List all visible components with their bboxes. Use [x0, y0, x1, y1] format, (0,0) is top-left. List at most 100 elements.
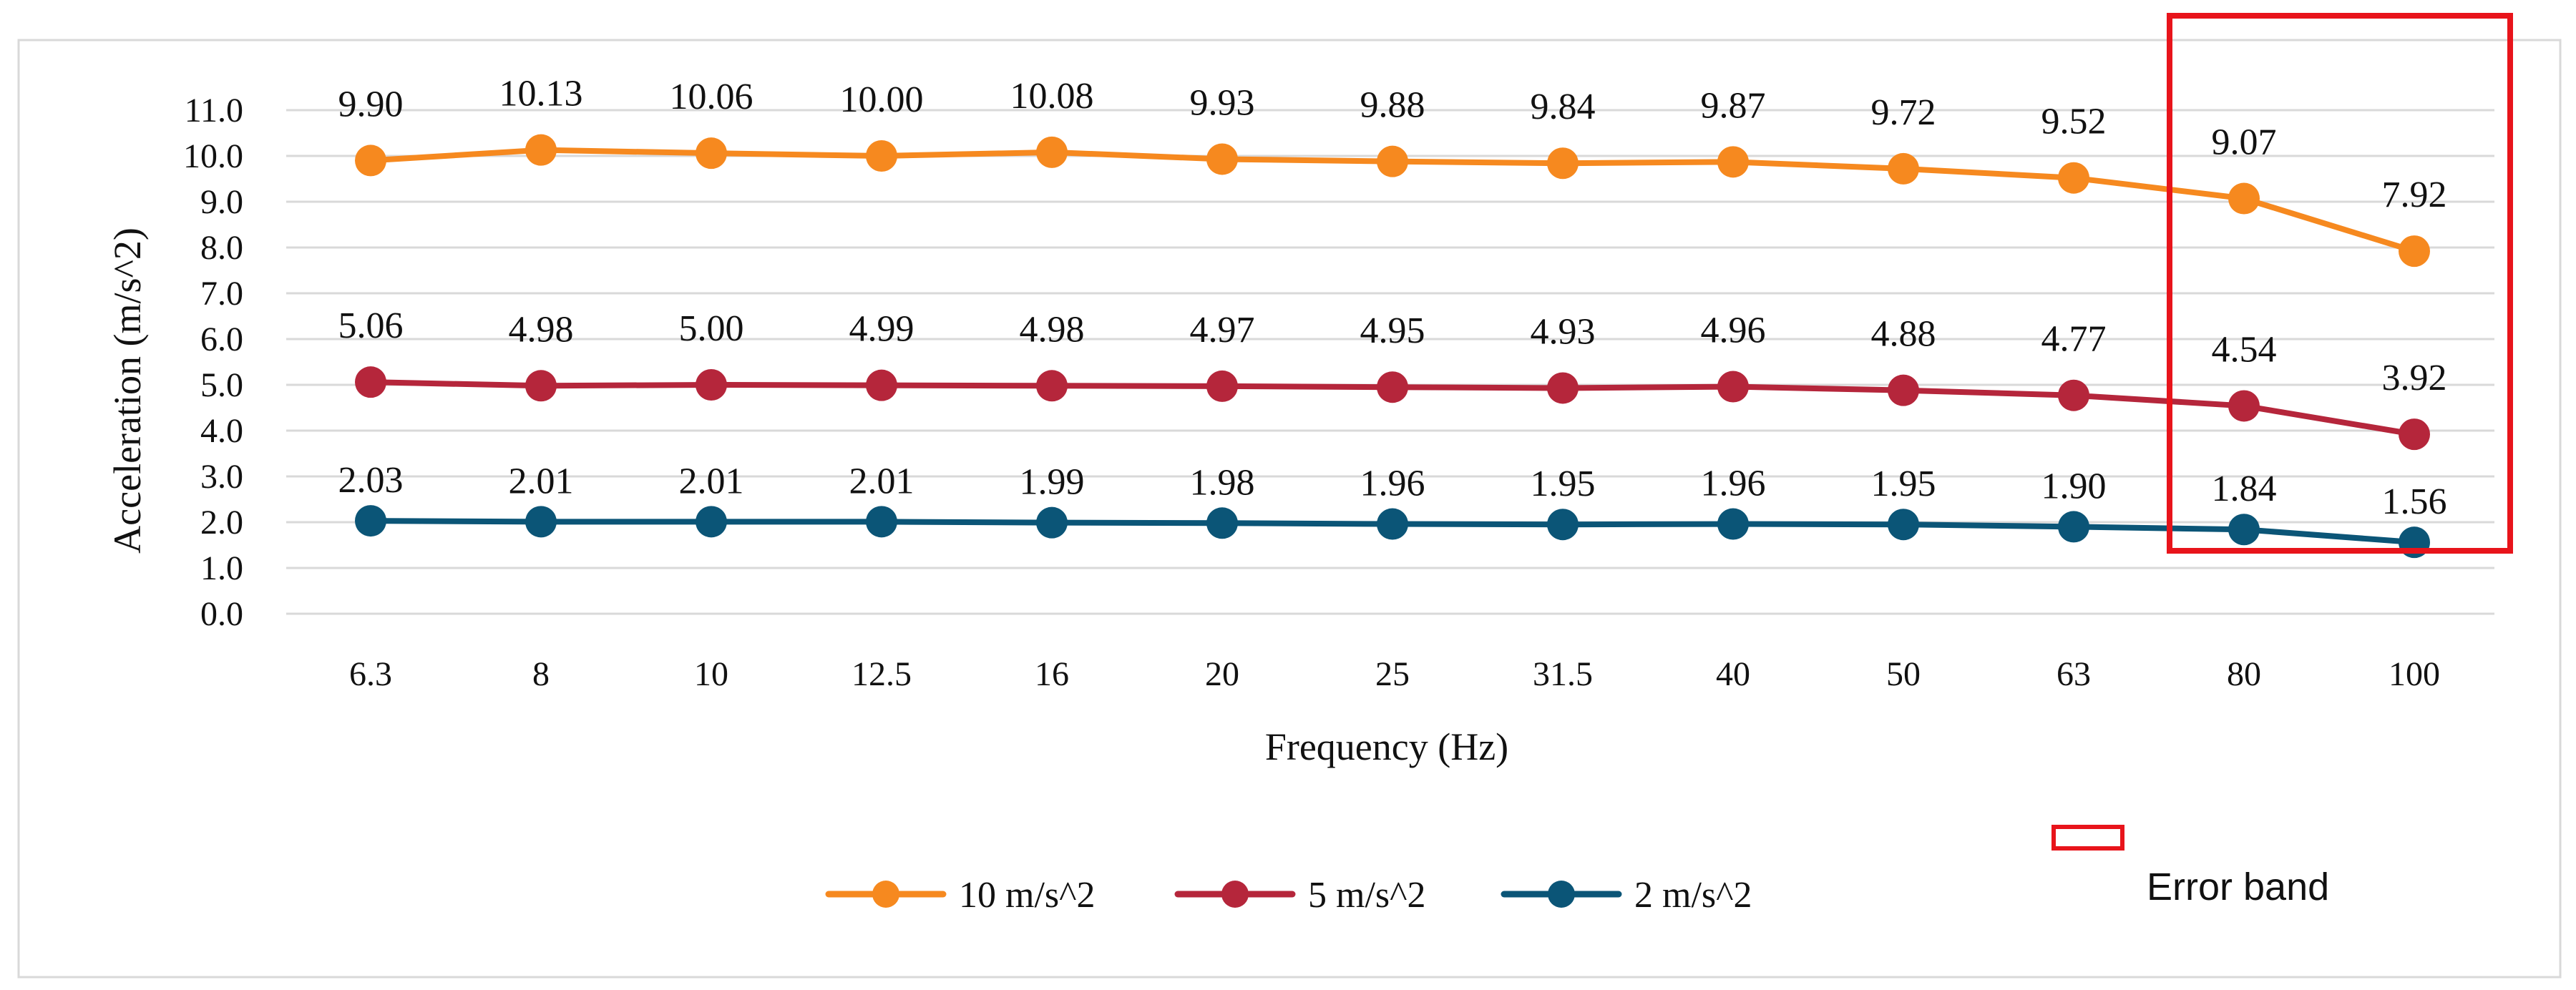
data-point	[355, 505, 386, 537]
y-tick-label: 10.0	[183, 137, 243, 175]
data-label: 5.06	[338, 305, 404, 346]
data-label: 10.08	[1010, 76, 1094, 117]
y-axis-ticks: 0.0 1.0 2.0 3.0 4.0 5.0 6.0 7.0 8.0 9.0 10.0 11.0	[183, 92, 243, 633]
legend-label-error-band: Error band	[2147, 866, 2329, 908]
y-tick-label: 6.0	[200, 320, 243, 358]
data-point	[2228, 182, 2260, 215]
legend-item-5: 5 m/s^2	[1174, 875, 1426, 916]
data-label: 1.95	[1531, 464, 1596, 504]
data-label: 1.96	[1360, 464, 1425, 504]
legend-label-10: 10 m/s^2	[959, 875, 1096, 916]
data-label: 2.01	[849, 461, 914, 501]
series-group	[355, 134, 2430, 559]
data-label: 9.90	[338, 84, 404, 124]
data-point	[525, 370, 557, 402]
annotations	[2167, 13, 2513, 554]
data-label: 4.54	[2212, 329, 2277, 370]
x-axis-title: Frequency (Hz)	[1265, 725, 1508, 768]
data-label: 10.00	[840, 79, 924, 120]
data-point	[2399, 235, 2430, 268]
data-point	[1377, 508, 1408, 540]
data-point	[355, 144, 386, 177]
data-label: 9.88	[1360, 85, 1425, 126]
x-tick-label: 8	[532, 655, 550, 693]
data-point	[1377, 145, 1408, 177]
x-axis-ticks: 6.3 8 10 12.5 16 20 25 31.5 40 50 63 80 100	[349, 655, 2440, 693]
x-tick-label: 6.3	[349, 655, 392, 693]
data-label: 10.06	[670, 77, 753, 117]
data-label: 10.13	[499, 74, 583, 114]
data-label: 2.01	[679, 461, 744, 501]
y-tick-label: 7.0	[200, 275, 243, 313]
x-tick-label: 20	[1205, 655, 1239, 693]
x-tick-label: 50	[1886, 655, 1921, 693]
y-tick-label: 11.0	[185, 92, 243, 129]
y-tick-label: 2.0	[200, 504, 243, 541]
legend-marker-5	[1221, 881, 1249, 908]
data-label: 2.01	[509, 461, 574, 501]
data-point	[1717, 146, 1749, 178]
data-point	[866, 506, 897, 538]
legend-label-5: 5 m/s^2	[1308, 875, 1426, 916]
data-label: 4.95	[1360, 310, 1425, 351]
x-tick-label: 40	[1716, 655, 1750, 693]
data-label: 1.96	[1701, 464, 1766, 504]
data-point	[866, 140, 897, 172]
data-point	[2058, 162, 2089, 194]
legend: 10 m/s^2 5 m/s^2 2 m/s^2 Error band	[825, 825, 2329, 916]
y-tick-label: 9.0	[200, 183, 243, 221]
data-label: 1.95	[1871, 464, 1936, 504]
data-label: 1.56	[2382, 481, 2447, 522]
data-point	[696, 506, 727, 538]
data-label: 1.90	[2041, 466, 2107, 506]
data-point	[2058, 511, 2089, 543]
data-point	[1717, 508, 1749, 540]
data-label: 3.92	[2382, 358, 2447, 398]
data-label: 4.77	[2041, 319, 2107, 360]
data-label: 1.84	[2212, 469, 2277, 509]
data-label: 4.98	[509, 309, 574, 350]
x-tick-label: 31.5	[1533, 655, 1593, 693]
x-tick-label: 25	[1375, 655, 1410, 693]
chart-border	[17, 39, 2562, 979]
data-label: 4.99	[849, 309, 914, 350]
data-point	[696, 137, 727, 170]
y-tick-label: 0.0	[200, 595, 243, 633]
data-label: 9.93	[1190, 82, 1255, 123]
data-point	[1888, 509, 1919, 541]
data-label: 1.98	[1190, 462, 1255, 503]
data-point	[1377, 371, 1408, 403]
data-label: 4.98	[1020, 309, 1085, 350]
data-point	[525, 134, 557, 166]
data-point	[2399, 418, 2430, 451]
data-point	[1206, 370, 1238, 402]
data-point	[2058, 379, 2089, 411]
x-tick-label: 16	[1035, 655, 1069, 693]
data-point	[1547, 372, 1579, 404]
data-label: 4.96	[1701, 310, 1766, 351]
data-point	[2228, 390, 2260, 422]
x-tick-label: 100	[2389, 655, 2440, 693]
data-point	[525, 506, 557, 538]
data-point	[1036, 370, 1068, 402]
data-point	[866, 369, 897, 401]
data-labels: 9.90 10.13 10.06 10.00 10.08 9.93 9.88 9.84 9.87…	[338, 74, 2447, 522]
data-label: 9.84	[1531, 87, 1596, 127]
data-label: 9.52	[2041, 102, 2107, 142]
legend-item-10: 10 m/s^2	[825, 875, 1096, 916]
y-tick-label: 3.0	[200, 458, 243, 496]
legend-item-2: 2 m/s^2	[1501, 875, 1752, 916]
data-point	[1717, 371, 1749, 403]
y-tick-label: 5.0	[200, 366, 243, 404]
y-tick-label: 4.0	[200, 412, 243, 450]
y-tick-label: 8.0	[200, 229, 243, 267]
legend-label-2: 2 m/s^2	[1634, 875, 1752, 916]
x-tick-label: 10	[694, 655, 728, 693]
data-point	[2228, 514, 2260, 546]
data-label: 7.92	[2382, 175, 2447, 215]
y-axis-title: Acceleration (m/s^2)	[106, 227, 149, 554]
legend-marker-10	[872, 881, 899, 908]
error-band-rect	[2167, 13, 2513, 554]
data-point	[1036, 136, 1068, 168]
